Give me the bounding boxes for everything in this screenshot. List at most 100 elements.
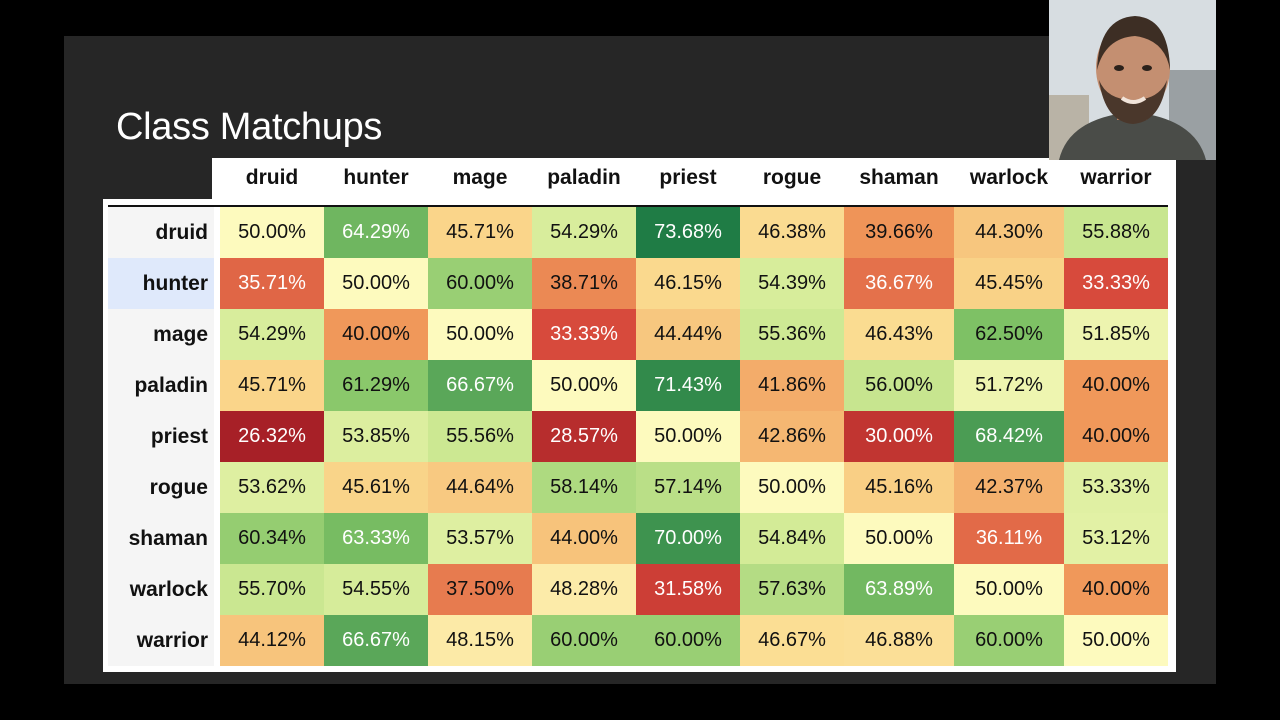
row-label-priest: priest (108, 411, 214, 462)
column-header-rogue: rogue (762, 166, 822, 189)
column-header-druid: druid (245, 166, 299, 189)
matchup-cell: 36.67% (844, 258, 954, 309)
row-label-paladin: paladin (108, 360, 214, 411)
matchup-cell: 26.32% (220, 411, 324, 462)
row-label-warrior: warrior (108, 615, 214, 666)
matchup-cell: 53.85% (324, 411, 428, 462)
matchup-cell: 33.33% (1064, 258, 1168, 309)
matchup-cell: 44.12% (220, 615, 324, 666)
column-header-warlock: warlock (969, 166, 1049, 189)
matchup-cell: 28.57% (532, 411, 636, 462)
row-label-mage: mage (108, 309, 214, 360)
matchup-cell: 37.50% (428, 564, 532, 615)
matchup-cell: 50.00% (954, 564, 1064, 615)
person-webcam-icon (1049, 0, 1216, 160)
row-label-rogue: rogue (108, 462, 214, 513)
matchup-cell: 50.00% (220, 207, 324, 258)
matchup-cell: 54.55% (324, 564, 428, 615)
matchup-cell: 56.00% (844, 360, 954, 411)
matchup-cell: 60.00% (636, 615, 740, 666)
matchup-cell: 50.00% (740, 462, 844, 513)
matchup-cell: 60.00% (954, 615, 1064, 666)
matchup-cell: 57.14% (636, 462, 740, 513)
matchup-cell: 68.42% (954, 411, 1064, 462)
matchup-cell: 41.86% (740, 360, 844, 411)
matchup-cell: 51.72% (954, 360, 1064, 411)
matchup-cell: 46.67% (740, 615, 844, 666)
column-header-mage: mage (452, 166, 508, 189)
matchup-cell: 55.36% (740, 309, 844, 360)
matchup-cell: 54.84% (740, 513, 844, 564)
matchup-cell: 53.57% (428, 513, 532, 564)
matchup-cell: 57.63% (740, 564, 844, 615)
matchup-cell: 42.37% (954, 462, 1064, 513)
matchup-cell: 40.00% (1064, 564, 1168, 615)
matchup-cell: 66.67% (428, 360, 532, 411)
matchup-cell: 53.62% (220, 462, 324, 513)
matchup-cell: 38.71% (532, 258, 636, 309)
matchup-cell: 63.33% (324, 513, 428, 564)
matchup-cell: 54.29% (220, 309, 324, 360)
matchup-cell: 33.33% (532, 309, 636, 360)
matchup-cell: 46.88% (844, 615, 954, 666)
matchup-cell: 44.44% (636, 309, 740, 360)
matchup-cell: 45.71% (428, 207, 532, 258)
matchup-cell: 50.00% (324, 258, 428, 309)
matchup-cell: 50.00% (532, 360, 636, 411)
matchup-cell: 39.66% (844, 207, 954, 258)
matchup-cell: 40.00% (1064, 360, 1168, 411)
column-header-warrior: warrior (1080, 166, 1152, 189)
matchup-cell: 62.50% (954, 309, 1064, 360)
matchup-cell: 31.58% (636, 564, 740, 615)
matchup-cell: 70.00% (636, 513, 740, 564)
column-header-hunter: hunter (343, 166, 409, 189)
matchup-cell: 44.30% (954, 207, 1064, 258)
matchup-cell: 55.88% (1064, 207, 1168, 258)
matchup-cell: 50.00% (428, 309, 532, 360)
matchup-cell: 40.00% (1064, 411, 1168, 462)
matchup-cell: 30.00% (844, 411, 954, 462)
matchup-cell: 66.67% (324, 615, 428, 666)
matchup-cell: 48.28% (532, 564, 636, 615)
row-label-hunter: hunter (108, 258, 214, 309)
matchup-cell: 51.85% (1064, 309, 1168, 360)
matchup-cell: 53.33% (1064, 462, 1168, 513)
webcam-overlay (1049, 0, 1216, 160)
matchup-cell: 60.34% (220, 513, 324, 564)
matchup-cell: 40.00% (324, 309, 428, 360)
row-label-shaman: shaman (108, 513, 214, 564)
matchup-cell: 36.11% (954, 513, 1064, 564)
matchup-cell: 46.38% (740, 207, 844, 258)
matchup-cell: 54.29% (532, 207, 636, 258)
matchup-cell: 45.16% (844, 462, 954, 513)
matchup-cell: 45.45% (954, 258, 1064, 309)
matchup-cell: 54.39% (740, 258, 844, 309)
header-divider (108, 205, 1168, 207)
matchup-cell: 63.89% (844, 564, 954, 615)
matchup-cell: 61.29% (324, 360, 428, 411)
column-header-priest: priest (659, 166, 717, 189)
matchup-cell: 42.86% (740, 411, 844, 462)
matchup-cell: 48.15% (428, 615, 532, 666)
matchup-cell: 53.12% (1064, 513, 1168, 564)
matchup-cell: 35.71% (220, 258, 324, 309)
matchup-cell: 50.00% (844, 513, 954, 564)
matchup-cell: 60.00% (532, 615, 636, 666)
matchup-cell: 71.43% (636, 360, 740, 411)
matchup-cell: 50.00% (1064, 615, 1168, 666)
matchup-cell: 45.61% (324, 462, 428, 513)
matchup-cell: 45.71% (220, 360, 324, 411)
matchup-cell: 73.68% (636, 207, 740, 258)
slide-title: Class Matchups (116, 106, 383, 148)
matchup-cell: 44.00% (532, 513, 636, 564)
matchup-cell: 60.00% (428, 258, 532, 309)
matchup-cell: 55.56% (428, 411, 532, 462)
matchup-cell: 44.64% (428, 462, 532, 513)
row-label-warlock: warlock (108, 564, 214, 615)
matchup-cell: 64.29% (324, 207, 428, 258)
matchup-cell: 55.70% (220, 564, 324, 615)
column-header-shaman: shaman (859, 166, 939, 189)
matchup-cell: 46.15% (636, 258, 740, 309)
column-header-paladin: paladin (547, 166, 621, 189)
matchup-cell: 58.14% (532, 462, 636, 513)
